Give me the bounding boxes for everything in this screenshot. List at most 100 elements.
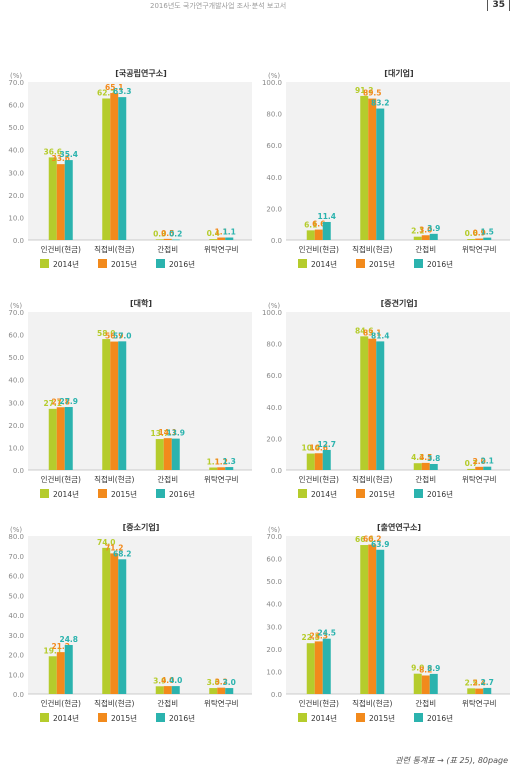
data-label: 0.5 xyxy=(161,229,174,238)
data-label: 13.7 xyxy=(150,429,169,438)
data-label: 83.2 xyxy=(371,99,390,108)
category-label: 간접비 xyxy=(415,474,436,484)
y-tick-label: 50.0 xyxy=(8,592,24,600)
bar xyxy=(48,408,57,470)
y-tick-label: 30.0 xyxy=(8,169,24,177)
category-label: 간접비 xyxy=(157,698,178,708)
data-label: 91.2 xyxy=(355,86,374,95)
y-tick-label: 40.0 xyxy=(266,174,282,182)
data-label: 1.2 xyxy=(215,457,228,466)
data-label: 19.1 xyxy=(43,646,62,655)
data-label: 6.1 xyxy=(304,220,317,229)
legend-label: 2015년 xyxy=(111,489,137,499)
data-label: 3.0 xyxy=(207,678,220,687)
y-unit-label: (%) xyxy=(10,72,22,80)
data-label: 4.3 xyxy=(411,453,424,462)
y-tick-label: 60.0 xyxy=(266,556,282,564)
data-label: 1.1 xyxy=(215,228,228,237)
bar xyxy=(376,341,385,470)
data-label: 3.2 xyxy=(215,678,228,687)
bar xyxy=(360,95,369,241)
y-tick-label: 70.0 xyxy=(8,79,24,87)
y-tick-label: 40.0 xyxy=(266,601,282,609)
bar xyxy=(163,438,172,470)
y-tick-label: 80.0 xyxy=(8,533,24,541)
bar xyxy=(306,643,315,694)
data-label: 66.2 xyxy=(363,535,382,544)
category-label: 직접비(현금) xyxy=(352,698,392,708)
plot-background xyxy=(286,82,510,240)
data-label: 13.9 xyxy=(166,429,185,438)
bar xyxy=(306,230,315,240)
y-tick-label: 0.0 xyxy=(271,691,282,699)
bar xyxy=(429,673,438,694)
bar xyxy=(155,239,164,240)
legend-label: 2016년 xyxy=(427,713,453,723)
data-label: 65.1 xyxy=(105,83,124,92)
legend-label: 2014년 xyxy=(53,259,79,269)
category-label: 위탁연구비 xyxy=(204,474,239,484)
bar xyxy=(102,339,111,470)
bar xyxy=(217,467,226,470)
bar xyxy=(48,656,57,694)
data-label: 11.4 xyxy=(317,212,336,221)
legend-label: 2016년 xyxy=(169,259,195,269)
chart-government-institute: [출연연구소] (%) 70.0 60.0 50.0 40.0 30.0 20.0 10.0 0.… xyxy=(258,516,516,734)
data-label: 3.8 xyxy=(427,454,440,463)
category-label: 위탁연구비 xyxy=(204,698,239,708)
bar xyxy=(209,688,218,694)
legend-label: 2016년 xyxy=(427,259,453,269)
y-tick-label: 70.0 xyxy=(8,309,24,317)
legend-label: 2014년 xyxy=(311,713,337,723)
chart-title: [국공립연구소] xyxy=(115,68,166,78)
y-tick-label: 60.0 xyxy=(266,142,282,150)
y-tick-label: 50.0 xyxy=(266,578,282,586)
data-label: 27.8 xyxy=(51,397,70,406)
category-label: 인건비(현금) xyxy=(299,244,339,254)
legend-swatch xyxy=(298,713,307,722)
data-label: 1.1 xyxy=(223,228,236,237)
y-tick-label: 20.0 xyxy=(8,192,24,200)
legend-swatch xyxy=(356,713,365,722)
y-tick-label: 40.0 xyxy=(266,404,282,412)
legend-swatch xyxy=(98,259,107,268)
y-tick-label: 10.0 xyxy=(8,214,24,222)
data-label: 58.0 xyxy=(97,329,116,338)
y-tick-label: 30.0 xyxy=(8,632,24,640)
data-label: 2.0 xyxy=(473,457,486,466)
category-label: 인건비(현금) xyxy=(41,474,81,484)
data-label: 84.6 xyxy=(355,326,374,335)
data-label: 35.4 xyxy=(59,150,78,159)
category-label: 위탁연구비 xyxy=(204,244,239,254)
y-tick-label: 50.0 xyxy=(8,354,24,362)
legend-label: 2014년 xyxy=(311,259,337,269)
data-label: 63.9 xyxy=(371,540,390,549)
data-label: 83.1 xyxy=(363,329,382,338)
page-number: 35 xyxy=(487,0,510,11)
legend-label: 2014년 xyxy=(53,713,79,723)
category-label: 직접비(현금) xyxy=(94,474,134,484)
legend-swatch xyxy=(40,259,49,268)
chart-title: [중소기업] xyxy=(123,522,160,532)
bar xyxy=(483,687,492,694)
data-label: 27.9 xyxy=(59,397,78,406)
category-label: 간접비 xyxy=(415,698,436,708)
bar xyxy=(314,229,323,240)
chart-title: [대기업] xyxy=(384,68,413,78)
category-label: 간접비 xyxy=(157,244,178,254)
y-unit-label: (%) xyxy=(10,526,22,534)
data-label: 63.3 xyxy=(113,87,132,96)
category-label: 간접비 xyxy=(157,474,178,484)
bar xyxy=(110,553,119,694)
category-label: 인건비(현금) xyxy=(299,474,339,484)
data-label: 4.0 xyxy=(161,676,174,685)
category-label: 위탁연구비 xyxy=(462,474,497,484)
category-label: 직접비(현금) xyxy=(352,244,392,254)
data-label: 89.5 xyxy=(363,89,382,98)
bar xyxy=(376,108,385,240)
data-label: 81.4 xyxy=(371,331,390,340)
legend-swatch xyxy=(40,713,49,722)
bar xyxy=(368,544,377,694)
bar xyxy=(322,221,331,240)
y-tick-label: 20.0 xyxy=(8,422,24,430)
